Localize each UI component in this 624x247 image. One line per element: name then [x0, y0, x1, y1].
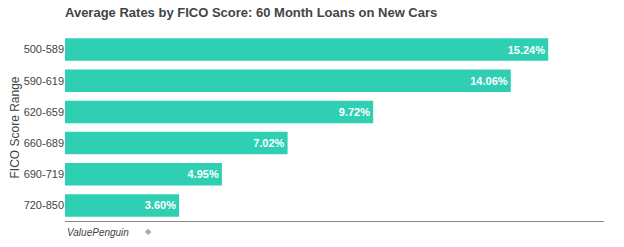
svg-text:15.24%: 15.24%	[508, 44, 546, 56]
svg-text:Average Rates by FICO Score: 6: Average Rates by FICO Score: 60 Month Lo…	[65, 5, 437, 20]
svg-text:690-719: 690-719	[24, 168, 64, 180]
svg-text:4.95%: 4.95%	[188, 168, 219, 180]
svg-text:590-619: 590-619	[24, 75, 64, 87]
svg-text:620-659: 620-659	[24, 106, 64, 118]
svg-text:ValuePenguin: ValuePenguin	[67, 227, 129, 238]
svg-text:660-689: 660-689	[24, 137, 64, 149]
svg-text:14.06%: 14.06%	[470, 75, 508, 87]
svg-text:7.02%: 7.02%	[253, 137, 284, 149]
svg-text:9.72%: 9.72%	[339, 106, 370, 118]
svg-text:720-850: 720-850	[24, 199, 64, 211]
svg-text:FICO Score Range: FICO Score Range	[8, 76, 22, 178]
svg-text:3.60%: 3.60%	[145, 199, 176, 211]
svg-text:500-589: 500-589	[24, 43, 64, 55]
svg-text:◆: ◆	[145, 227, 152, 236]
